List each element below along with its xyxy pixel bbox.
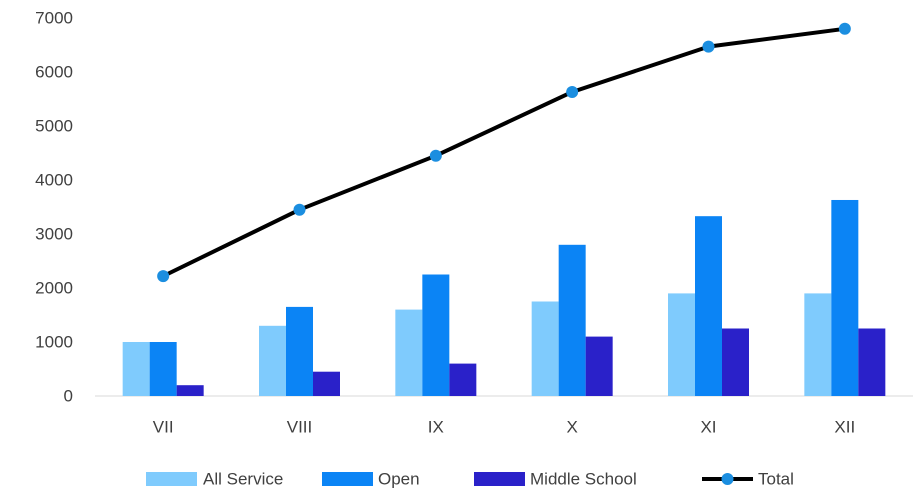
legend-label: Open xyxy=(378,470,420,489)
y-tick-label: 2000 xyxy=(35,279,73,298)
line-point-total xyxy=(429,149,442,162)
y-tick-label: 5000 xyxy=(35,117,73,136)
legend-label: All Service xyxy=(203,470,283,489)
bar-open xyxy=(149,342,177,396)
bar-all-service xyxy=(804,293,832,396)
legend: All Service Open Middle School Total xyxy=(146,470,794,489)
bar-all-service xyxy=(395,309,423,396)
legend-label: Middle School xyxy=(530,470,637,489)
bar-all-service xyxy=(531,301,559,396)
x-tick-label: VIII xyxy=(287,418,313,437)
bar-all-service xyxy=(259,325,286,396)
x-tick-label: XI xyxy=(700,418,716,437)
total-line-series xyxy=(157,22,851,283)
bar-all-service xyxy=(668,293,695,396)
legend-swatch xyxy=(474,472,525,486)
legend-swatch xyxy=(322,472,373,486)
y-tick-label: 4000 xyxy=(35,171,73,190)
x-tick-label: VII xyxy=(153,418,174,437)
line-point-total xyxy=(838,22,851,35)
y-tick-label: 3000 xyxy=(35,225,73,244)
y-tick-label: 7000 xyxy=(35,9,73,28)
line-point-total xyxy=(157,270,170,283)
y-tick-label: 6000 xyxy=(35,63,73,82)
legend-swatch xyxy=(146,472,197,486)
bar-middle-school xyxy=(313,371,340,396)
line-point-total xyxy=(566,85,579,98)
legend-label: Total xyxy=(758,470,794,489)
line-point-total xyxy=(702,40,715,53)
x-tick-label: X xyxy=(566,418,577,437)
bars xyxy=(122,199,886,396)
line-total xyxy=(161,26,847,279)
x-tick-label: XII xyxy=(834,418,855,437)
bar-middle-school xyxy=(858,328,886,396)
bar-open xyxy=(831,199,859,396)
y-axis-ticks: 0 1000 2000 3000 4000 5000 6000 7000 xyxy=(35,9,73,406)
y-tick-label: 1000 xyxy=(35,333,73,352)
x-tick-label: IX xyxy=(428,418,444,437)
bar-open xyxy=(695,216,722,396)
bar-open xyxy=(286,306,313,396)
bar-middle-school xyxy=(722,328,749,396)
bar-open xyxy=(558,244,586,396)
bar-middle-school xyxy=(449,363,477,396)
bar-middle-school xyxy=(585,336,613,396)
legend-marker xyxy=(721,473,734,485)
bar-middle-school xyxy=(176,385,204,396)
bar-open xyxy=(422,274,450,396)
line-point-total xyxy=(293,203,306,216)
bar-all-service xyxy=(122,342,150,396)
x-axis-ticks: VII VIII IX X XI XII xyxy=(153,418,855,437)
y-tick-label: 0 xyxy=(64,387,73,406)
